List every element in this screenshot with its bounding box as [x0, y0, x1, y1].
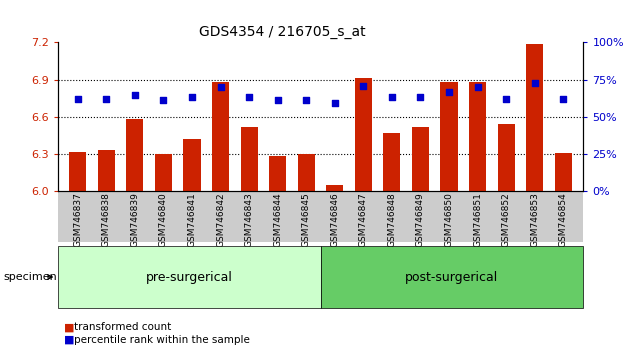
- Text: post-surgerical: post-surgerical: [405, 270, 499, 284]
- Point: [387, 95, 397, 100]
- Point: [329, 101, 340, 106]
- Point: [301, 98, 312, 103]
- Bar: [183, 139, 201, 191]
- Bar: [440, 82, 458, 191]
- Bar: [97, 150, 115, 191]
- Bar: [297, 154, 315, 191]
- Bar: [412, 127, 429, 191]
- Point: [358, 83, 369, 88]
- Point: [415, 95, 426, 100]
- Point: [244, 95, 254, 100]
- Text: transformed count: transformed count: [74, 322, 171, 332]
- Bar: [354, 78, 372, 191]
- Bar: [326, 185, 344, 191]
- Bar: [240, 127, 258, 191]
- Text: ■: ■: [64, 322, 74, 332]
- Point: [129, 92, 140, 97]
- Text: percentile rank within the sample: percentile rank within the sample: [74, 335, 249, 345]
- Text: ■: ■: [64, 335, 74, 345]
- Text: pre-surgerical: pre-surgerical: [146, 270, 233, 284]
- Bar: [69, 152, 87, 191]
- Point: [101, 96, 112, 102]
- Bar: [212, 82, 229, 191]
- Point: [444, 89, 454, 95]
- Point: [529, 80, 540, 85]
- Point: [158, 98, 169, 103]
- Point: [558, 96, 569, 102]
- Bar: [469, 82, 486, 191]
- Point: [272, 98, 283, 103]
- Point: [215, 84, 226, 90]
- Bar: [554, 153, 572, 191]
- Point: [472, 84, 483, 90]
- Point: [72, 96, 83, 102]
- Bar: [269, 156, 287, 191]
- Point: [187, 95, 197, 100]
- Text: GDS4354 / 216705_s_at: GDS4354 / 216705_s_at: [199, 25, 365, 39]
- Bar: [126, 119, 144, 191]
- Bar: [526, 44, 544, 191]
- Point: [501, 96, 512, 102]
- Bar: [155, 154, 172, 191]
- Text: specimen: specimen: [3, 272, 57, 282]
- Bar: [497, 124, 515, 191]
- Bar: [383, 133, 401, 191]
